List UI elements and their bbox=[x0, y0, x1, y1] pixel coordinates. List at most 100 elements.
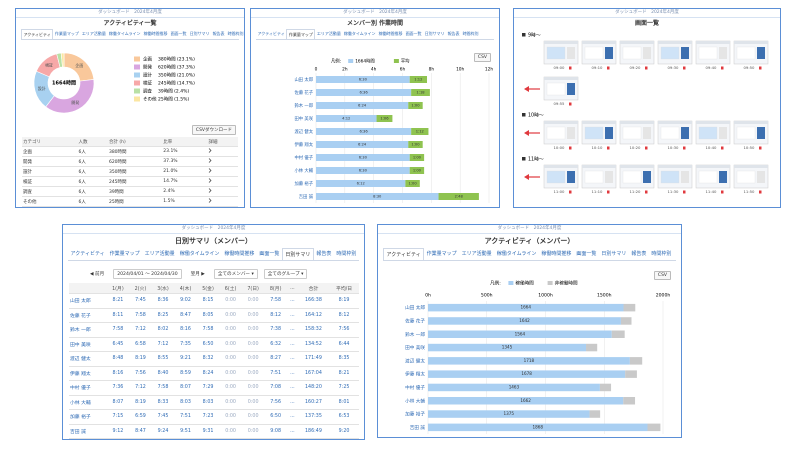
tab[interactable]: 時間枠別 bbox=[227, 30, 244, 36]
tab[interactable]: 日別サマリ bbox=[189, 30, 210, 36]
tab[interactable]: 報告表 bbox=[631, 251, 647, 257]
tab[interactable]: 画面一覧 bbox=[576, 251, 597, 257]
delete-icon[interactable] bbox=[645, 190, 648, 194]
tab[interactable]: エリア活動量 bbox=[144, 251, 175, 257]
tab[interactable]: 画面一覧 bbox=[405, 30, 422, 36]
table-cell: ... bbox=[286, 337, 298, 352]
tab[interactable]: エリア活動量 bbox=[81, 30, 106, 36]
detail-chevron[interactable] bbox=[208, 168, 212, 173]
detail-chevron[interactable] bbox=[208, 158, 212, 163]
tab[interactable]: 稼働時間推移 bbox=[143, 30, 168, 36]
screen-thumbnail[interactable] bbox=[695, 120, 731, 145]
detail-chevron[interactable] bbox=[208, 178, 212, 183]
tab[interactable]: 画面一覧 bbox=[170, 30, 187, 36]
tab[interactable]: 作業量マップ bbox=[286, 29, 316, 39]
tab[interactable]: 稼働時間推移 bbox=[378, 30, 403, 36]
csv-button[interactable]: CSV bbox=[473, 53, 491, 62]
delete-icon[interactable] bbox=[607, 66, 610, 70]
screen-thumbnail[interactable] bbox=[581, 164, 617, 189]
tab[interactable]: 稼働タイムライン bbox=[108, 30, 141, 36]
detail-chevron[interactable] bbox=[208, 198, 212, 203]
csv-download-button[interactable]: CSVダウンロード bbox=[191, 125, 236, 135]
member-filter[interactable]: 全てのメンバー ▾ bbox=[213, 269, 258, 279]
tab[interactable]: 時間枠別 bbox=[336, 251, 357, 257]
delete-icon[interactable] bbox=[721, 66, 724, 70]
prev-month-button[interactable]: ◀ 前月 bbox=[90, 272, 105, 277]
screen-thumbnail[interactable] bbox=[657, 40, 693, 65]
panel-title: アクティビティ一覧 bbox=[103, 20, 157, 27]
tab[interactable]: 作業量マップ bbox=[109, 251, 140, 257]
screen-thumbnail[interactable] bbox=[695, 40, 731, 65]
screen-thumbnail[interactable] bbox=[581, 120, 617, 145]
screen-thumbnail[interactable] bbox=[581, 40, 617, 65]
tab[interactable]: 日別サマリ bbox=[424, 30, 445, 36]
delete-icon[interactable] bbox=[569, 102, 572, 106]
tab[interactable]: 報告表 bbox=[212, 30, 225, 36]
tab[interactable]: 日別サマリ bbox=[281, 248, 314, 260]
delete-icon[interactable] bbox=[721, 146, 724, 150]
tab[interactable]: 稼働タイムライン bbox=[343, 30, 376, 36]
tab[interactable]: 時間枠別 bbox=[651, 251, 672, 257]
member-name: 山田 太郎 bbox=[294, 76, 313, 83]
tab[interactable]: 稼働タイムライン bbox=[496, 251, 537, 257]
screen-thumbnail[interactable] bbox=[619, 164, 655, 189]
delete-icon[interactable] bbox=[569, 190, 572, 194]
delete-icon[interactable] bbox=[645, 66, 648, 70]
tab[interactable]: エリア活動量 bbox=[461, 251, 492, 257]
group-filter[interactable]: 全てのグループ ▾ bbox=[263, 269, 308, 279]
screen-thumbnail[interactable] bbox=[733, 164, 769, 189]
tab[interactable]: 日別サマリ bbox=[601, 251, 627, 257]
member-name: 鈴木 一郎 bbox=[69, 322, 107, 338]
member-hours-panel: 凡例: 1664時間 平均 0 2h 4h 6h 8h 10h 12h 山田 太郎 6:30 1:12 佐… bbox=[250, 8, 500, 208]
delete-icon[interactable] bbox=[607, 146, 610, 150]
member-name: 加藤 裕子 bbox=[405, 411, 425, 418]
delete-icon[interactable] bbox=[683, 146, 686, 150]
detail-chevron[interactable] bbox=[208, 148, 212, 153]
bar-value-label: 1564 bbox=[515, 331, 526, 336]
screen-thumbnail[interactable] bbox=[543, 164, 579, 189]
tab[interactable]: 作業量マップ bbox=[426, 251, 457, 257]
bar-value-label: 1:00 bbox=[411, 143, 420, 147]
thumb-content bbox=[698, 46, 718, 60]
delete-icon[interactable] bbox=[759, 190, 762, 194]
delete-icon[interactable] bbox=[683, 66, 686, 70]
tab[interactable]: アクティビティ bbox=[21, 29, 54, 39]
delete-icon[interactable] bbox=[607, 190, 610, 194]
tab[interactable]: アクティビティ bbox=[257, 30, 285, 36]
delete-icon[interactable] bbox=[759, 66, 762, 70]
screen-thumbnail[interactable] bbox=[733, 40, 769, 65]
screen-thumbnail[interactable] bbox=[695, 164, 731, 189]
tab[interactable]: 稼働時間推移 bbox=[541, 251, 572, 257]
delete-icon[interactable] bbox=[569, 66, 572, 70]
detail-chevron[interactable] bbox=[208, 188, 212, 193]
delete-icon[interactable] bbox=[645, 146, 648, 150]
tab[interactable]: アクティビティ bbox=[383, 248, 425, 260]
screen-thumbnail[interactable] bbox=[543, 120, 579, 145]
tab[interactable]: 稼働タイムライン bbox=[179, 251, 220, 257]
legend-category: 調査 bbox=[143, 88, 152, 95]
tab[interactable]: 報告表 bbox=[447, 30, 460, 36]
delete-icon[interactable] bbox=[721, 190, 724, 194]
thumb-time: 09:50 bbox=[744, 65, 756, 70]
screen-thumbnail[interactable] bbox=[733, 120, 769, 145]
screen-thumbnail[interactable] bbox=[543, 40, 579, 65]
table-cell: 186:49 bbox=[297, 424, 330, 439]
tab[interactable]: 時間枠別 bbox=[462, 30, 479, 36]
screen-thumbnail[interactable] bbox=[657, 164, 693, 189]
screen-thumbnail[interactable] bbox=[619, 120, 655, 145]
screen-thumbnail[interactable] bbox=[619, 40, 655, 65]
tab[interactable]: 報告表 bbox=[316, 251, 332, 257]
delete-icon[interactable] bbox=[759, 146, 762, 150]
csv-button[interactable]: CSV bbox=[653, 271, 671, 280]
tab[interactable]: エリア活動量 bbox=[316, 30, 341, 36]
next-month-button[interactable]: 翌月 ▶ bbox=[190, 272, 205, 277]
tab[interactable]: 稼働時間推移 bbox=[224, 251, 255, 257]
tab[interactable]: 作業量マップ bbox=[54, 30, 79, 36]
screen-thumbnail[interactable] bbox=[543, 76, 579, 101]
table-cell: その他 bbox=[22, 196, 78, 207]
screen-thumbnail[interactable] bbox=[657, 120, 693, 145]
tab[interactable]: 画面一覧 bbox=[259, 251, 280, 257]
delete-icon[interactable] bbox=[569, 146, 572, 150]
tab[interactable]: アクティビティ bbox=[70, 251, 105, 257]
delete-icon[interactable] bbox=[683, 190, 686, 194]
